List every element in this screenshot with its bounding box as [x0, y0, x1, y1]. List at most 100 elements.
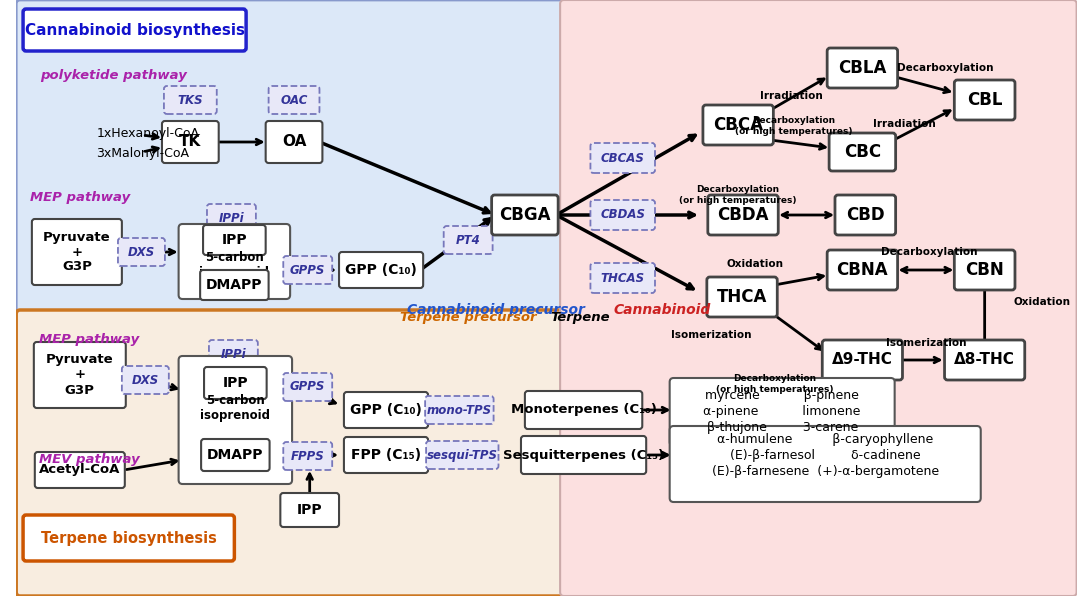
- FancyBboxPatch shape: [670, 426, 981, 502]
- Text: Cannabinoid biosynthesis: Cannabinoid biosynthesis: [25, 23, 245, 38]
- Text: OA: OA: [282, 135, 306, 150]
- FancyBboxPatch shape: [702, 105, 773, 145]
- Text: 5-carbon
isoprenoid: 5-carbon isoprenoid: [201, 394, 270, 422]
- Text: Oxidation: Oxidation: [726, 259, 784, 269]
- Text: β-thujone         3-carene: β-thujone 3-carene: [707, 421, 857, 434]
- Text: CBCAS: CBCAS: [601, 151, 645, 164]
- Text: IPPi: IPPi: [219, 212, 244, 225]
- FancyBboxPatch shape: [591, 263, 655, 293]
- Text: CBLA: CBLA: [838, 59, 887, 77]
- Text: CBN: CBN: [965, 261, 1004, 279]
- Text: GPPS: GPPS: [291, 263, 325, 277]
- Text: DMAPP: DMAPP: [207, 448, 263, 462]
- Text: CBC: CBC: [843, 143, 881, 161]
- FancyBboxPatch shape: [492, 195, 558, 235]
- FancyBboxPatch shape: [443, 226, 492, 254]
- Text: Sesquitterpenes (C₁₅): Sesquitterpenes (C₁₅): [503, 449, 664, 461]
- FancyBboxPatch shape: [283, 442, 332, 470]
- FancyBboxPatch shape: [525, 391, 643, 429]
- Text: polyketide pathway: polyketide pathway: [40, 69, 188, 82]
- Text: GPP (C₁₀): GPP (C₁₀): [345, 263, 417, 277]
- Text: FPPS: FPPS: [291, 449, 324, 462]
- FancyBboxPatch shape: [283, 373, 332, 401]
- Text: PT4: PT4: [455, 234, 480, 247]
- Text: Δ9-THC: Δ9-THC: [831, 352, 893, 368]
- Text: mono-TPS: mono-TPS: [427, 403, 492, 417]
- Text: Acetyl-CoA: Acetyl-CoA: [39, 464, 120, 476]
- FancyBboxPatch shape: [944, 340, 1024, 380]
- FancyBboxPatch shape: [954, 250, 1015, 290]
- Text: Oxidation: Oxidation: [1014, 297, 1071, 307]
- FancyBboxPatch shape: [16, 0, 566, 312]
- Text: Irradiation: Irradiation: [873, 119, 935, 129]
- Text: TKS: TKS: [178, 94, 203, 107]
- Text: Pyruvate
+
G3P: Pyruvate + G3P: [43, 231, 111, 274]
- FancyBboxPatch shape: [162, 121, 219, 163]
- Text: Monoterpenes (C₁₀): Monoterpenes (C₁₀): [511, 403, 657, 417]
- Text: IPP: IPP: [222, 376, 248, 390]
- Text: IPPi: IPPi: [220, 347, 246, 361]
- Text: DXS: DXS: [132, 374, 159, 386]
- Text: GPP (C₁₀): GPP (C₁₀): [350, 403, 422, 417]
- FancyBboxPatch shape: [823, 340, 903, 380]
- Text: Terpene precursor: Terpene precursor: [400, 312, 537, 324]
- FancyBboxPatch shape: [118, 238, 165, 266]
- Text: 1xHexanoyl-CoA: 1xHexanoyl-CoA: [96, 126, 199, 139]
- Text: Terpene biosynthesis: Terpene biosynthesis: [41, 530, 217, 545]
- FancyBboxPatch shape: [179, 224, 291, 299]
- Text: CBDAS: CBDAS: [601, 209, 645, 222]
- FancyBboxPatch shape: [827, 250, 898, 290]
- Text: IPP: IPP: [297, 503, 323, 517]
- FancyBboxPatch shape: [339, 252, 423, 288]
- Text: Decarboxylation
(or high temperatures): Decarboxylation (or high temperatures): [680, 185, 797, 204]
- Text: Irradiation: Irradiation: [760, 91, 823, 101]
- FancyBboxPatch shape: [344, 437, 428, 473]
- Text: FPP (C₁₅): FPP (C₁₅): [351, 448, 421, 462]
- Text: Δ8-THC: Δ8-THC: [954, 352, 1015, 368]
- FancyBboxPatch shape: [591, 200, 655, 230]
- FancyBboxPatch shape: [179, 356, 292, 484]
- FancyBboxPatch shape: [560, 0, 1076, 596]
- FancyBboxPatch shape: [203, 225, 266, 255]
- FancyBboxPatch shape: [23, 9, 246, 51]
- Text: (E)-β-farnesene  (+)-α-bergamotene: (E)-β-farnesene (+)-α-bergamotene: [711, 465, 939, 479]
- FancyBboxPatch shape: [164, 86, 217, 114]
- Text: THCA: THCA: [717, 288, 767, 306]
- Text: DXS: DXS: [128, 246, 155, 259]
- FancyBboxPatch shape: [207, 204, 256, 232]
- Text: IPP: IPP: [221, 233, 247, 247]
- Text: CBD: CBD: [846, 206, 885, 224]
- Text: Terpene: Terpene: [551, 312, 610, 324]
- FancyBboxPatch shape: [521, 436, 646, 474]
- Text: MEP pathway: MEP pathway: [29, 191, 130, 204]
- Text: CBGA: CBGA: [499, 206, 551, 224]
- FancyBboxPatch shape: [281, 493, 339, 527]
- Text: 3xMalonyl-CoA: 3xMalonyl-CoA: [96, 147, 190, 160]
- Text: Isomerization: Isomerization: [886, 338, 966, 348]
- Text: Pyruvate
+
G3P: Pyruvate + G3P: [46, 353, 114, 396]
- FancyBboxPatch shape: [16, 310, 566, 596]
- Text: MEP pathway: MEP pathway: [39, 334, 140, 346]
- FancyBboxPatch shape: [425, 396, 493, 424]
- FancyBboxPatch shape: [954, 80, 1015, 120]
- Text: Decarboxylation: Decarboxylation: [880, 247, 977, 257]
- Text: Decarboxylation
(or high temperatures): Decarboxylation (or high temperatures): [735, 116, 853, 136]
- Text: CBDA: CBDA: [718, 206, 769, 224]
- FancyBboxPatch shape: [827, 48, 898, 88]
- Text: sesqui-TPS: sesqui-TPS: [427, 449, 498, 461]
- Text: Cannabinoid precursor: Cannabinoid precursor: [406, 303, 584, 317]
- Text: CBL: CBL: [967, 91, 1003, 109]
- FancyBboxPatch shape: [426, 441, 499, 469]
- Text: DMAPP: DMAPP: [206, 278, 262, 292]
- Text: TK: TK: [179, 135, 202, 150]
- Text: Isomerization: Isomerization: [671, 330, 751, 340]
- FancyBboxPatch shape: [269, 86, 320, 114]
- Text: CBNA: CBNA: [837, 261, 888, 279]
- Text: 5-carbon
isoprenoid: 5-carbon isoprenoid: [199, 251, 269, 279]
- FancyBboxPatch shape: [31, 219, 121, 285]
- Text: myrcene           β-pinene: myrcene β-pinene: [706, 390, 860, 402]
- FancyBboxPatch shape: [266, 121, 322, 163]
- FancyBboxPatch shape: [283, 256, 332, 284]
- FancyBboxPatch shape: [829, 133, 895, 171]
- Text: OAC: OAC: [281, 94, 308, 107]
